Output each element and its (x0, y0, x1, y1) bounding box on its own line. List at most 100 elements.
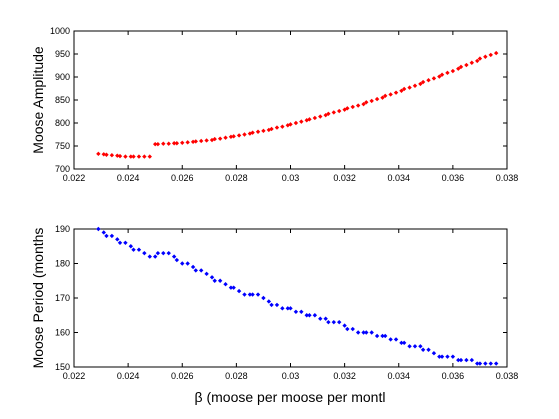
period-data-point (293, 309, 299, 314)
period-data-point (401, 340, 407, 346)
period-data-point (231, 285, 236, 290)
amplitude-x-tick-label: 0.03 (282, 173, 300, 183)
amplitude-data-point (475, 58, 480, 64)
amplitude-data-point (493, 50, 499, 56)
amplitude-data-point (117, 153, 123, 159)
period-data-point (426, 347, 431, 352)
period-data-point (117, 240, 123, 245)
amplitude-data-point (231, 134, 236, 139)
period-data-point (475, 361, 480, 366)
amplitude-data-point (312, 115, 318, 121)
period-data-point (247, 292, 253, 297)
amplitude-y-tick-label: 1000 (50, 26, 70, 36)
period-data-point (445, 354, 450, 359)
period-data-point (228, 285, 234, 290)
amplitude-data-point (274, 125, 280, 130)
amplitude-data-point (439, 72, 445, 77)
amplitude-x-tick-label: 0.022 (63, 173, 86, 183)
amplitude-data-point (250, 130, 255, 135)
period-series (96, 226, 499, 366)
amplitude-data-point (464, 62, 469, 68)
amplitude-data-point (171, 141, 177, 146)
period-data-point (439, 354, 445, 359)
period-data-point (185, 261, 190, 266)
amplitude-data-point (337, 108, 342, 114)
period-y-tick-label: 180 (55, 259, 70, 269)
period-data-point (250, 292, 255, 297)
period-data-point (364, 330, 369, 335)
amplitude-data-point (104, 152, 109, 157)
period-x-tick-label: 0.022 (63, 371, 86, 381)
amplitude-data-point (223, 135, 228, 140)
amplitude-series (96, 50, 499, 159)
period-data-point (450, 354, 456, 359)
amplitude-data-point (350, 104, 355, 110)
amplitude-data-point (331, 110, 336, 115)
period-data-point (274, 302, 280, 308)
period-data-point (350, 326, 355, 332)
amplitude-data-point (255, 129, 261, 134)
amplitude-data-point (128, 154, 134, 159)
period-data-point (209, 275, 215, 280)
period-data-point (266, 299, 272, 304)
amplitude-data-point (180, 140, 185, 145)
period-data-point (464, 357, 469, 363)
period-data-point (326, 319, 331, 325)
amplitude-data-point (380, 95, 385, 100)
amplitude-x-ticks: 0.022 0.024 0.026 0.028 0.03 0.032 0.034 0.036 0… (63, 31, 518, 183)
amplitude-data-point (269, 126, 274, 132)
period-data-point (115, 237, 120, 242)
amplitude-data-point (342, 107, 347, 112)
period-data-point (312, 313, 318, 318)
period-data-point (437, 354, 442, 359)
amplitude-y-tick-label: 700 (55, 164, 70, 174)
period-x-tick-label: 0.024 (117, 371, 140, 381)
amplitude-data-point (293, 120, 299, 126)
period-data-point (236, 288, 242, 294)
amplitude-data-point (369, 98, 374, 104)
period-data-point (217, 278, 223, 283)
amplitude-data-point (212, 136, 217, 142)
amplitude-data-point (456, 66, 461, 71)
period-data-point (204, 271, 209, 277)
period-data-point (307, 313, 312, 318)
amplitude-data-point (437, 74, 442, 79)
amplitude-x-tick-label: 0.034 (387, 173, 410, 183)
period-data-point (174, 257, 180, 263)
period-x-tick-label: 0.038 (496, 371, 519, 381)
period-y-tick-label: 150 (55, 362, 70, 372)
amplitude-data-point (288, 122, 293, 127)
amplitude-y-tick-label: 750 (55, 141, 70, 151)
amplitude-data-point (412, 83, 418, 88)
amplitude-data-point (420, 79, 426, 85)
period-x-tick-label: 0.03 (282, 371, 300, 381)
amplitude-data-point (228, 134, 234, 139)
period-data-point (361, 330, 366, 335)
amplitude-data-point (142, 154, 147, 159)
period-data-point (242, 292, 247, 297)
amplitude-data-point (469, 60, 475, 65)
period-data-point (304, 313, 309, 318)
period-data-point (190, 264, 196, 270)
amplitude-data-point (477, 56, 483, 61)
period-y-tick-label: 190 (55, 224, 70, 234)
period-data-point (355, 330, 361, 335)
period-data-point (152, 254, 158, 259)
amplitude-x-tick-label: 0.026 (171, 173, 194, 183)
amplitude-x-tick-label: 0.032 (333, 173, 356, 183)
amplitude-x-tick-label: 0.036 (442, 173, 465, 183)
period-data-point (261, 295, 266, 301)
period-data-point (269, 302, 274, 308)
period-data-point (412, 344, 418, 349)
period-data-point (469, 357, 475, 363)
period-data-point (483, 361, 488, 366)
period-data-point (399, 340, 404, 346)
period-data-point (255, 292, 261, 297)
amplitude-data-point (261, 128, 266, 134)
period-y-ticks: 150 160 170 180 190 (55, 224, 507, 372)
period-data-point (280, 306, 285, 311)
amplitude-data-point (450, 68, 456, 74)
amplitude-data-point (190, 139, 196, 145)
amplitude-data-point (147, 154, 152, 159)
amplitude-data-point (174, 141, 180, 146)
